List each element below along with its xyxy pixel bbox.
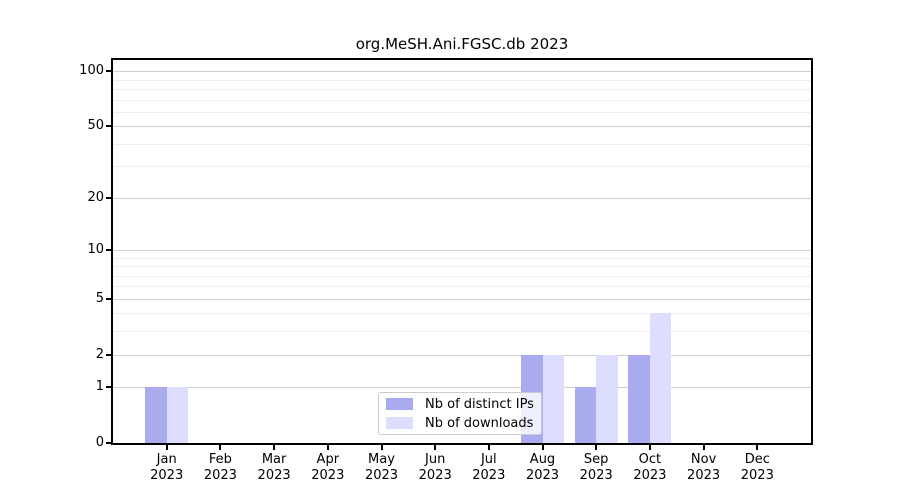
bar-oct-downloads	[649, 313, 672, 443]
major-gridline-50	[113, 126, 811, 128]
y-tick-label-5: 5	[95, 290, 104, 306]
x-tick-dec	[756, 445, 759, 450]
y-tick-label-50: 50	[87, 118, 104, 134]
y-tick-label-10: 10	[87, 241, 104, 257]
minor-gridline-30	[113, 166, 811, 168]
x-tick-label-sep: Sep 2023	[579, 452, 613, 483]
legend-item-distinct-ips: Nb of distinct IPs	[386, 397, 535, 412]
bar-jan-distinct-ips	[145, 387, 167, 443]
legend-label-distinct-ips: Nb of distinct IPs	[425, 396, 534, 412]
x-tick-sep	[595, 445, 598, 450]
bar-oct-distinct-ips	[628, 354, 650, 443]
y-tick-5	[106, 297, 111, 300]
y-tick-label-100: 100	[79, 63, 104, 79]
y-tick-20	[106, 196, 111, 199]
plot-area	[111, 58, 813, 445]
x-tick-aug	[541, 445, 544, 450]
major-gridline-10	[113, 249, 811, 251]
legend-label-downloads: Nb of downloads	[425, 415, 534, 431]
minor-gridline-60	[113, 111, 811, 113]
major-gridline-20	[113, 197, 811, 199]
x-tick-mar	[273, 445, 276, 450]
major-gridline-5	[113, 298, 811, 300]
legend-swatch-downloads	[386, 417, 413, 429]
y-tick-label-20: 20	[87, 189, 104, 205]
minor-gridline-8	[113, 266, 811, 267]
legend-item-downloads: Nb of downloads	[386, 416, 535, 431]
legend: Nb of distinct IPs Nb of downloads	[378, 392, 542, 435]
x-tick-jun	[434, 445, 437, 450]
x-tick-label-feb: Feb 2023	[203, 452, 237, 483]
chart-title: org.MeSH.Ani.FGSC.db 2023	[355, 35, 569, 53]
x-tick-label-oct: Oct 2023	[633, 452, 667, 483]
major-gridline-100	[113, 71, 811, 73]
y-tick-0	[106, 442, 111, 444]
x-tick-may	[380, 445, 383, 450]
y-tick-50	[106, 125, 111, 128]
x-tick-label-jun: Jun 2023	[418, 452, 452, 483]
legend-swatch-distinct-ips	[386, 398, 413, 410]
x-tick-label-aug: Aug 2023	[525, 452, 560, 483]
y-tick-2	[106, 353, 111, 356]
minor-gridline-7	[113, 275, 811, 277]
x-tick-jul	[487, 445, 490, 450]
x-tick-label-apr: Apr 2023	[311, 452, 345, 483]
bar-jan-downloads	[166, 387, 189, 443]
minor-gridline-70	[113, 99, 811, 101]
minor-gridline-4	[113, 313, 811, 315]
minor-gridline-3	[113, 331, 811, 333]
x-tick-label-dec: Dec 2023	[740, 452, 774, 483]
minor-gridline-80	[113, 88, 811, 90]
x-tick-nov	[702, 445, 705, 450]
x-tick-label-may: May 2023	[364, 452, 399, 483]
y-tick-100	[106, 70, 111, 73]
bar-sep-downloads	[596, 354, 618, 443]
major-gridline-2	[113, 354, 811, 356]
x-tick-feb	[219, 445, 222, 450]
y-tick-1	[106, 386, 111, 389]
major-gridline-1	[113, 387, 811, 389]
x-tick-label-jan: Jan 2023	[150, 452, 184, 483]
x-tick-label-mar: Mar 2023	[257, 452, 291, 483]
x-tick-label-jul: Jul 2023	[472, 452, 506, 483]
y-tick-label-0: 0	[95, 435, 104, 450]
y-tick-label-2: 2	[95, 346, 104, 362]
minor-gridline-9	[113, 257, 811, 259]
y-tick-10	[106, 248, 111, 251]
bar-sep-distinct-ips	[574, 387, 597, 443]
y-tick-label-1: 1	[95, 379, 104, 395]
x-tick-label-nov: Nov 2023	[687, 452, 721, 483]
x-tick-jan	[165, 445, 168, 450]
bar-aug-downloads	[542, 354, 564, 443]
minor-gridline-6	[113, 286, 811, 288]
x-tick-oct	[648, 445, 651, 450]
minor-gridline-40	[113, 143, 811, 145]
x-tick-apr	[326, 445, 329, 450]
minor-gridline-90	[113, 79, 811, 81]
